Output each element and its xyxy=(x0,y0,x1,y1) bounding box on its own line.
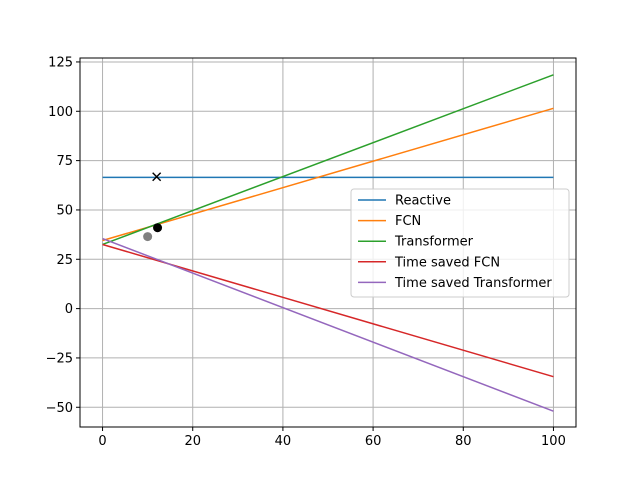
data-markers xyxy=(143,172,163,242)
point-marker xyxy=(143,232,153,242)
y-tick-label: 50 xyxy=(56,203,73,218)
x-axis-ticks: 0 20 40 60 80 100 xyxy=(98,427,566,449)
legend-box xyxy=(350,188,570,298)
point-marker xyxy=(153,223,163,233)
series-lines xyxy=(102,74,554,412)
y-tick-label: 125 xyxy=(48,55,73,70)
series-line-time-saved-fcn xyxy=(102,243,554,378)
x-tick-label: 40 xyxy=(275,434,292,449)
x-marker xyxy=(152,172,162,182)
x-tick-label: 0 xyxy=(98,434,106,449)
y-tick-label: 25 xyxy=(56,253,73,268)
series-line-time-saved-transformer xyxy=(102,237,554,412)
legend-label: Reactive xyxy=(395,194,451,209)
legend-label: FCN xyxy=(395,214,421,229)
legend-label: Time saved FCN xyxy=(394,255,500,270)
y-tick-label: −25 xyxy=(46,351,73,366)
x-tick-label: 100 xyxy=(541,434,566,449)
x-tick-label: 60 xyxy=(365,434,382,449)
y-tick-label: 100 xyxy=(48,105,73,120)
plot-frame xyxy=(79,57,577,428)
legend-label: Transformer xyxy=(394,235,474,250)
y-tick-label: 75 xyxy=(56,154,73,169)
legend: Reactive FCN Transformer Time saved FCN Time… xyxy=(350,188,570,298)
x-tick-label: 80 xyxy=(455,434,472,449)
y-tick-label: −50 xyxy=(46,401,73,416)
y-axis-ticks: −50 −25 0 25 50 75 100 125 xyxy=(46,55,80,416)
x-tick-label: 20 xyxy=(184,434,201,449)
series-line-fcn xyxy=(102,107,554,242)
y-tick-label: 0 xyxy=(65,302,73,317)
series-line-transformer xyxy=(102,74,554,246)
legend-label: Time saved Transformer xyxy=(394,276,552,291)
